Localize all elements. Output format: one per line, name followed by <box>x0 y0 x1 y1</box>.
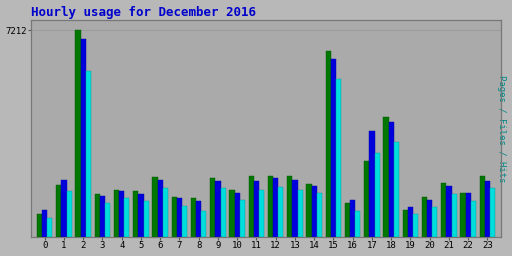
Bar <box>364 161 369 237</box>
Bar <box>355 211 360 237</box>
Bar <box>95 194 100 237</box>
Bar <box>465 193 471 237</box>
Bar <box>56 185 61 237</box>
Bar <box>480 176 485 237</box>
Bar <box>229 190 234 237</box>
Bar <box>182 206 187 237</box>
Bar <box>460 193 465 237</box>
Bar <box>292 180 297 237</box>
Bar <box>67 191 72 237</box>
Text: Hourly usage for December 2016: Hourly usage for December 2016 <box>31 6 256 18</box>
Bar <box>240 200 245 237</box>
Bar <box>279 187 284 237</box>
Bar <box>158 180 163 237</box>
Bar <box>394 143 399 237</box>
Bar <box>452 194 457 237</box>
Bar <box>446 186 452 237</box>
Bar <box>408 207 413 237</box>
Bar <box>259 190 264 237</box>
Bar <box>249 176 254 237</box>
Bar <box>490 188 495 237</box>
Bar <box>163 188 168 237</box>
Y-axis label: Pages / Files / Hits: Pages / Files / Hits <box>498 75 506 182</box>
Bar <box>177 198 182 237</box>
Bar <box>196 201 201 237</box>
Bar <box>374 153 380 237</box>
Bar <box>143 200 148 237</box>
Bar <box>172 197 177 237</box>
Bar <box>350 200 355 237</box>
Bar <box>369 131 374 237</box>
Bar <box>201 211 206 237</box>
Bar <box>317 193 322 237</box>
Bar <box>273 178 279 237</box>
Bar <box>234 193 240 237</box>
Bar <box>331 59 336 237</box>
Bar <box>221 188 226 237</box>
Bar <box>42 210 47 237</box>
Bar <box>191 198 196 237</box>
Bar <box>432 207 437 237</box>
Bar <box>485 181 490 237</box>
Bar <box>210 178 216 237</box>
Bar <box>216 181 221 237</box>
Bar <box>268 176 273 237</box>
Bar <box>119 191 124 237</box>
Bar <box>133 191 138 237</box>
Bar <box>471 201 476 237</box>
Bar <box>326 50 331 237</box>
Bar <box>312 186 317 237</box>
Bar <box>441 183 446 237</box>
Bar <box>297 190 303 237</box>
Bar <box>37 214 42 237</box>
Bar <box>61 180 67 237</box>
Bar <box>254 181 259 237</box>
Bar <box>345 203 350 237</box>
Bar <box>124 198 130 237</box>
Bar <box>287 176 292 237</box>
Bar <box>306 184 312 237</box>
Bar <box>114 190 119 237</box>
Bar <box>422 197 427 237</box>
Bar <box>138 194 143 237</box>
Bar <box>402 210 408 237</box>
Bar <box>427 200 432 237</box>
Bar <box>383 117 389 237</box>
Bar <box>86 71 91 237</box>
Bar <box>389 122 394 237</box>
Bar <box>47 218 53 237</box>
Bar <box>100 196 105 237</box>
Bar <box>80 39 86 237</box>
Bar <box>75 30 80 237</box>
Bar <box>105 203 110 237</box>
Bar <box>153 177 158 237</box>
Bar <box>413 214 418 237</box>
Bar <box>336 79 341 237</box>
